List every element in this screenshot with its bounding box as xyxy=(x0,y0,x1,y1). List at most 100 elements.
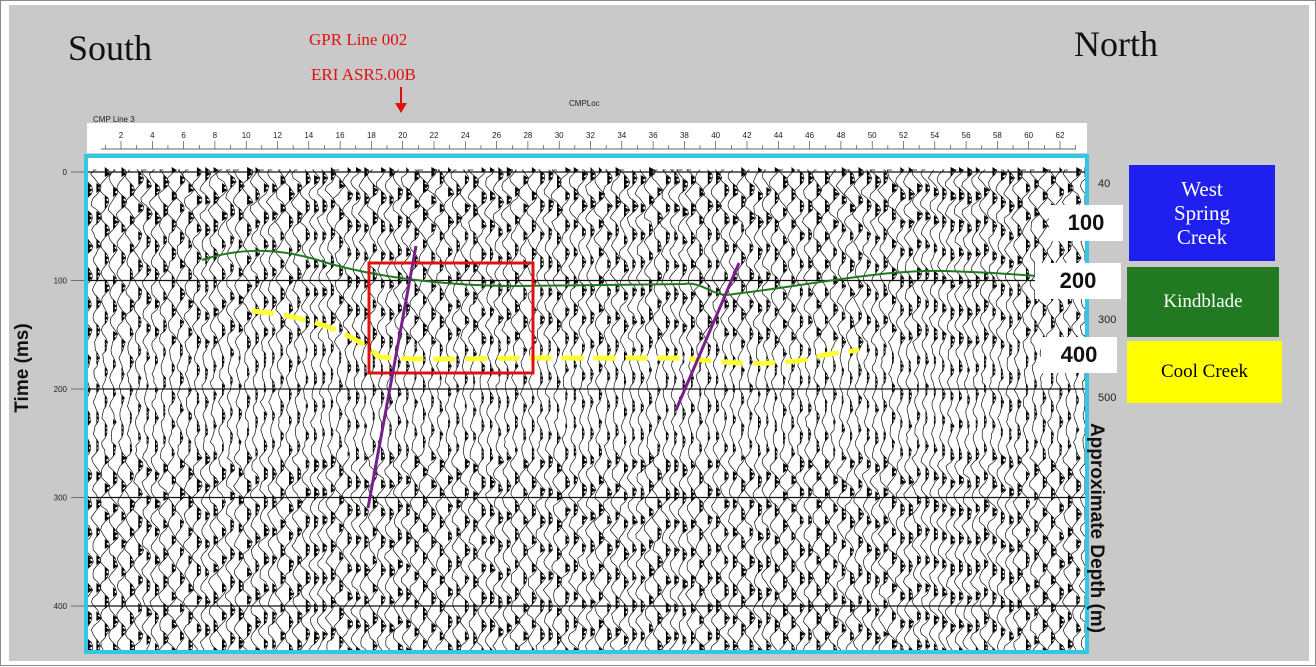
gpr-line-annotation: GPR Line 002 xyxy=(309,30,408,49)
trace-wiggle xyxy=(634,169,647,651)
trace-wiggle xyxy=(761,169,773,651)
trace-wiggle xyxy=(1061,169,1074,651)
trace-fill xyxy=(473,175,479,645)
trace-wiggle xyxy=(802,169,815,651)
trace-fill xyxy=(439,171,445,641)
trace-fill xyxy=(783,175,789,645)
trace-wiggle xyxy=(174,169,186,651)
trace-fill xyxy=(104,167,111,637)
trace-fill xyxy=(163,175,170,645)
layer-west-spring-creek: West Spring Creek xyxy=(1129,165,1275,261)
trace-wiggle xyxy=(1070,169,1083,651)
trace-wiggle xyxy=(131,169,145,651)
trace-wiggle xyxy=(350,169,362,651)
depth-axis-label: Approximate Depth (m) xyxy=(1086,422,1107,634)
trace-fill xyxy=(716,171,722,641)
trace-wiggle xyxy=(659,169,672,651)
trace-wiggle xyxy=(492,169,505,651)
trace-fill xyxy=(506,167,513,633)
trace-wiggle xyxy=(408,169,421,651)
trace-wiggle xyxy=(542,169,555,651)
trace-wiggle xyxy=(357,169,371,651)
trace-fill xyxy=(196,167,203,633)
trace-wiggle xyxy=(157,169,170,651)
trace-fill xyxy=(238,179,245,649)
trace-fill xyxy=(431,167,437,633)
trace-wiggle xyxy=(341,169,354,651)
trace-fill xyxy=(381,167,387,633)
trace-fill xyxy=(314,175,320,645)
fault-line-right xyxy=(674,262,741,411)
trace-wiggle xyxy=(727,169,739,651)
trace-wiggle xyxy=(710,169,723,651)
trace-fill xyxy=(129,183,135,653)
trace-wiggle xyxy=(534,169,547,651)
trace-wiggle xyxy=(392,169,404,651)
trace-fill xyxy=(699,187,705,653)
trace-wiggle xyxy=(886,169,898,651)
trace-wiggle xyxy=(433,169,446,651)
trace-wiggle xyxy=(894,169,907,651)
cmp-axis-bar xyxy=(87,123,1087,153)
trace-fill xyxy=(222,183,228,653)
trace-wiggle xyxy=(257,169,270,651)
trace-wiggle xyxy=(165,169,178,651)
trace-fill xyxy=(883,171,890,637)
trace-wiggle xyxy=(416,169,430,651)
trace-wiggle xyxy=(986,169,998,651)
trace-wiggle xyxy=(693,169,706,651)
time-axis-label: Time (ms) xyxy=(12,323,33,413)
trace-fill xyxy=(942,187,948,653)
trace-wiggle xyxy=(911,169,924,651)
trace-wiggle xyxy=(618,169,631,651)
trace-wiggle xyxy=(735,169,747,651)
trace-wiggle xyxy=(852,169,865,651)
trace-fill xyxy=(858,167,864,633)
fault-line-left xyxy=(366,245,418,509)
trace-fill xyxy=(875,175,881,645)
trace-fill xyxy=(1067,183,1074,649)
trace-wiggle xyxy=(593,169,606,651)
trace-wiggle xyxy=(609,169,622,651)
trace-fill xyxy=(866,171,872,641)
trace-fill xyxy=(825,171,831,641)
trace-wiggle xyxy=(366,169,379,651)
trace-wiggle xyxy=(835,169,848,651)
trace-wiggle xyxy=(308,169,321,651)
trace-wiggle xyxy=(1003,169,1015,651)
trace-wiggle xyxy=(148,169,162,651)
north-label: North xyxy=(1074,24,1158,64)
trace-wiggle xyxy=(123,169,136,651)
trace-wiggle xyxy=(778,169,789,651)
trace-fill xyxy=(774,167,781,633)
trace-wiggle xyxy=(475,169,488,651)
trace-wiggle xyxy=(977,169,991,651)
trace-fill xyxy=(674,171,680,641)
trace-wiggle xyxy=(283,169,296,651)
trace-wiggle xyxy=(316,169,329,651)
trace-wiggle xyxy=(827,169,840,651)
trace-wiggle xyxy=(290,169,304,651)
trace-fill xyxy=(423,179,429,649)
trace-wiggle xyxy=(576,169,589,651)
trace-fill xyxy=(632,171,639,641)
plot-frame xyxy=(84,154,1089,654)
trace-wiggle xyxy=(969,169,982,651)
trace-wiggle xyxy=(810,169,823,651)
layer-kindblade-label: Kindblade xyxy=(1163,291,1243,313)
trace-wiggle xyxy=(207,169,220,651)
trace-fill xyxy=(732,183,739,653)
trace-fill xyxy=(933,187,940,653)
trace-wiggle xyxy=(551,169,564,651)
trace-wiggle xyxy=(819,169,831,651)
trace-wiggle xyxy=(107,169,120,651)
trace-wiggle xyxy=(99,169,112,651)
trace-wiggle xyxy=(1036,169,1049,651)
trace-wiggle xyxy=(936,169,949,651)
eri-annotation: ERI ASR5.00B xyxy=(311,65,416,84)
trace-fill xyxy=(263,183,270,649)
layer-west-spring-creek-label: West Spring Creek xyxy=(1173,176,1230,250)
cool-creek-horizon xyxy=(251,308,860,366)
layer-kindblade: Kindblade xyxy=(1127,267,1279,337)
trace-wiggle xyxy=(843,169,857,651)
